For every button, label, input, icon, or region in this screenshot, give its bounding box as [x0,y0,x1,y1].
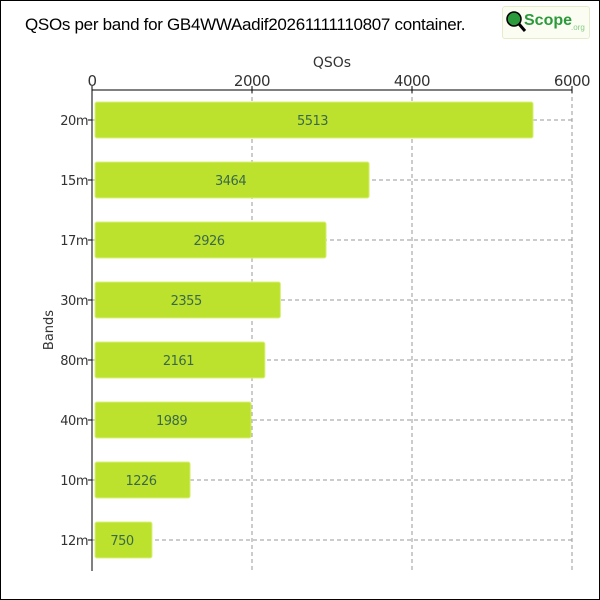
bar [94,281,281,319]
y-tick-label: 15m [60,174,88,189]
x-tick-label: 0 [87,72,96,90]
y-tick-label: 20m [60,114,88,129]
y-tick-label: 17m [60,234,88,249]
x-tick-label: 2000 [234,72,270,90]
bar [94,221,327,259]
bar-value-label: 1226 [125,474,156,489]
bar [94,461,191,499]
bar-value-label: 5513 [297,114,328,129]
logo-suffix: .org [571,23,585,32]
bar-value-label: 1989 [156,414,187,429]
bar [94,341,266,379]
chart-title: QSOs per band for GB4WWAadif202611111108… [25,15,466,34]
y-tick-label: 40m [60,414,88,429]
y-tick-label: 12m [60,534,88,549]
bar [94,161,370,199]
bar [94,101,534,139]
bar-value-label: 2926 [193,234,224,249]
bar-value-label: 3464 [215,174,246,189]
y-tick-label: 80m [60,354,88,369]
logo-text: Scope [524,12,573,29]
magnifier-globe-icon [506,11,527,32]
y-tick-label: 10m [60,474,88,489]
y-axis-label: Bands [42,310,57,350]
x-axis-label: QSOs [313,55,351,71]
bar-value-label: 2161 [163,354,194,369]
x-tick-label: 6000 [554,72,590,90]
x-tick-label: 4000 [394,72,430,90]
bar-value-label: 2355 [171,294,202,309]
bar-value-label: 750 [110,534,134,549]
bar [94,521,153,559]
bar [94,401,252,439]
qscope-logo: Scope .org [502,6,590,39]
y-tick-label: 30m [60,294,88,309]
